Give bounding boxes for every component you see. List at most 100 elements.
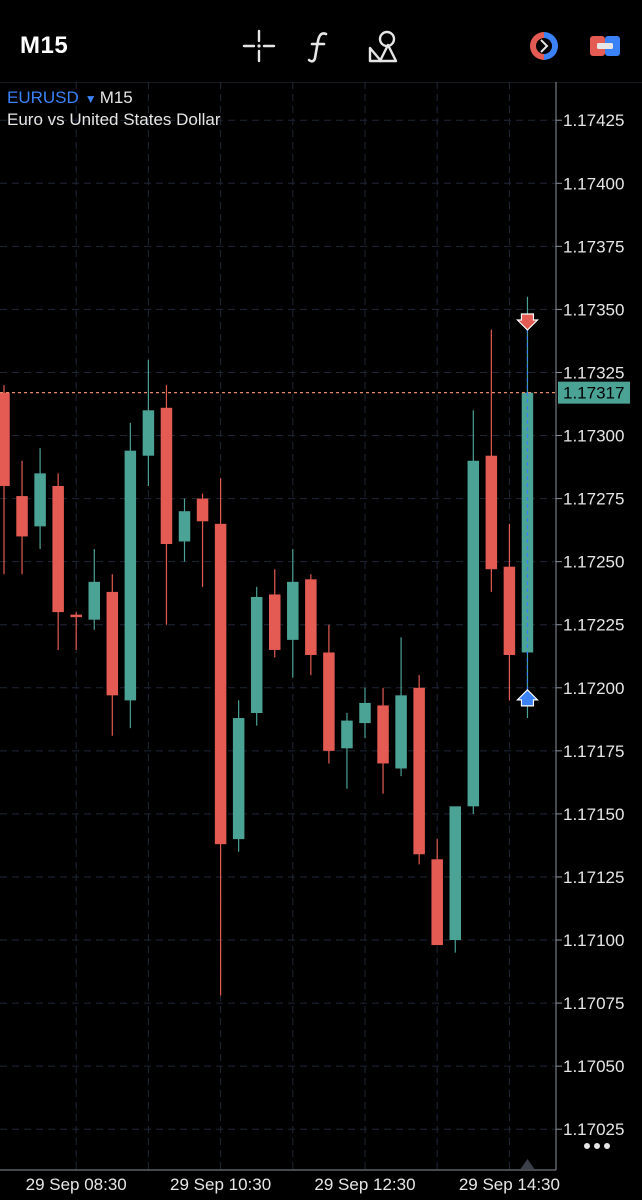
candle: [0, 385, 10, 575]
timeframe-button[interactable]: M15: [20, 32, 69, 59]
candle: [449, 806, 461, 953]
candle-body: [521, 392, 534, 653]
candle-body: [250, 596, 263, 714]
candle: [341, 713, 353, 789]
candle-body: [232, 718, 245, 840]
price-chart[interactable]: 1.17317 1.174251.174001.173751.173501.17…: [0, 82, 642, 1200]
candle: [503, 523, 516, 701]
candle-body: [305, 579, 317, 655]
price-axis: 1.17425 1.17400 1.17375 1.17350 1.17325 1.173…: [555, 82, 624, 1170]
candle-body: [269, 594, 281, 650]
candle: [196, 493, 209, 587]
candle-body: [503, 566, 516, 655]
candle: [413, 675, 425, 865]
chart-type-icon[interactable]: [587, 28, 623, 64]
candle-body: [88, 581, 100, 620]
candle: [269, 569, 281, 658]
candle: [124, 422, 137, 729]
more-icon[interactable]: [584, 1136, 618, 1156]
candle-body: [106, 591, 119, 696]
price-label: 1.17150: [563, 805, 624, 824]
candle-body: [377, 705, 389, 764]
candle-body: [142, 410, 155, 456]
price-label: 1.17225: [563, 616, 624, 635]
candle: [34, 448, 46, 550]
price-label: 1.17200: [563, 679, 624, 698]
current-price-label: 1.17317: [563, 384, 624, 403]
time-label: 29 Sep 08:30: [26, 1175, 127, 1194]
price-label: 1.17050: [563, 1057, 624, 1076]
candle: [485, 329, 498, 592]
candle: [323, 624, 335, 764]
candle-body: [449, 806, 461, 941]
chart-shift-icon: [520, 1159, 535, 1169]
price-label: 1.17425: [563, 111, 624, 130]
candle-body: [34, 473, 46, 527]
sell-arrow-icon: [516, 313, 539, 331]
candle: [395, 637, 407, 777]
candle-body: [70, 614, 82, 618]
candle-body: [431, 859, 443, 946]
candle: [431, 839, 443, 946]
candle-body: [341, 720, 353, 749]
time-axis: 29 Sep 08:30 29 Sep 10:30 29 Sep 12:30 29 S…: [0, 1169, 560, 1194]
candle: [214, 478, 227, 996]
price-label: 1.17025: [563, 1120, 624, 1139]
trade-icon[interactable]: [526, 28, 562, 64]
price-label: 1.17175: [563, 742, 624, 761]
candle: [16, 460, 28, 575]
candle: [305, 574, 317, 676]
candle-body: [160, 407, 173, 544]
candle-body: [323, 652, 335, 751]
candle: [142, 359, 155, 486]
candle: [52, 473, 64, 650]
chart-overlay: 1.17317: [0, 313, 630, 1169]
candle: [377, 687, 389, 794]
candle: [178, 498, 191, 562]
candle-body: [178, 511, 191, 542]
candle: [160, 385, 173, 625]
symbol-description: Euro vs United States Dollar: [7, 110, 221, 129]
price-label: 1.17300: [563, 427, 624, 446]
time-label: 29 Sep 14:30: [459, 1175, 560, 1194]
time-label: 29 Sep 10:30: [170, 1175, 271, 1194]
candle-body: [485, 455, 498, 570]
price-label: 1.17400: [563, 174, 624, 193]
candle: [70, 612, 82, 650]
candle-body: [52, 485, 64, 613]
price-label: 1.17325: [563, 363, 624, 382]
crosshair-icon[interactable]: [241, 28, 277, 64]
candle-body: [359, 702, 371, 724]
candle-body: [413, 687, 425, 855]
candle: [359, 687, 371, 739]
candle-body: [214, 523, 227, 845]
price-label: 1.17275: [563, 490, 624, 509]
chart-grid: [0, 82, 642, 1170]
price-label: 1.17125: [563, 868, 624, 887]
price-label: 1.17100: [563, 931, 624, 950]
candle-body: [124, 450, 137, 701]
price-label: 1.17075: [563, 994, 624, 1013]
candle-body: [395, 695, 407, 769]
price-label: 1.17350: [563, 300, 624, 319]
candle-body: [287, 581, 299, 640]
time-label: 29 Sep 12:30: [314, 1175, 415, 1194]
symbol-dropdown-icon[interactable]: ▼: [84, 92, 97, 106]
candle-body: [467, 460, 480, 807]
objects-icon[interactable]: [366, 28, 402, 64]
candle-body: [16, 496, 28, 537]
toolbar: M15: [0, 0, 642, 82]
candle-body: [196, 498, 209, 522]
symbol-timeframe: M15: [99, 88, 133, 107]
candles: [0, 296, 534, 996]
candle: [250, 586, 263, 726]
indicators-icon[interactable]: [302, 28, 338, 64]
candle: [106, 574, 119, 736]
current-price-label-bg: [558, 381, 630, 404]
price-label: 1.17250: [563, 553, 624, 572]
symbol-name[interactable]: EURUSD: [7, 88, 79, 107]
candle: [232, 700, 245, 852]
candle: [287, 549, 299, 678]
buy-arrow-icon: [516, 689, 539, 707]
symbol-header: EURUSD ▼ M15: [7, 88, 133, 108]
